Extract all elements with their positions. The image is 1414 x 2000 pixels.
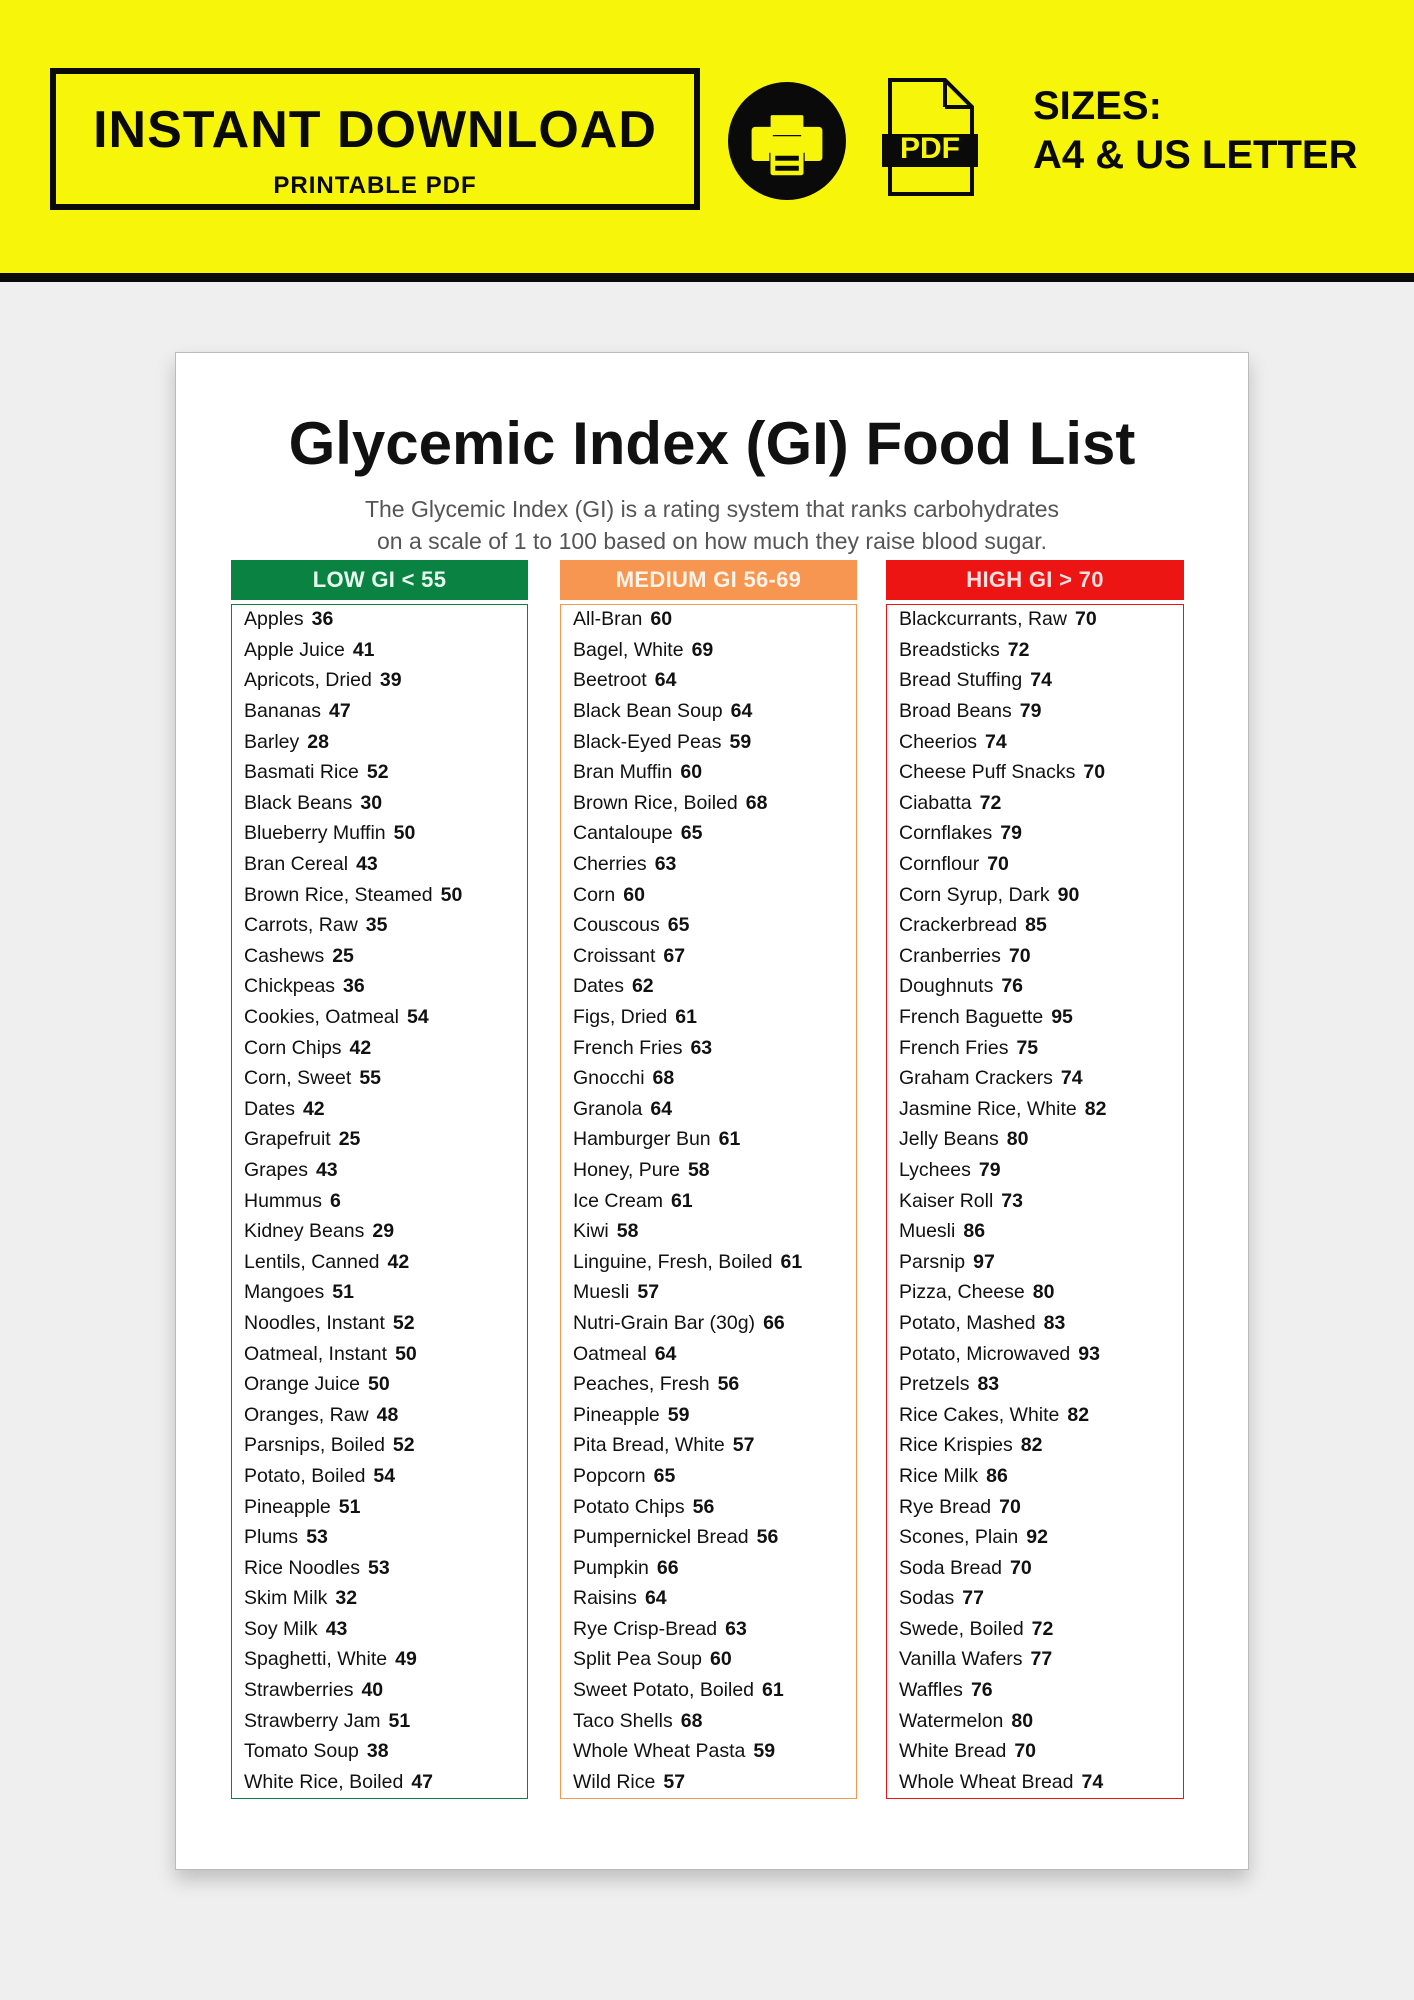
svg-text:PDF: PDF	[900, 132, 960, 165]
